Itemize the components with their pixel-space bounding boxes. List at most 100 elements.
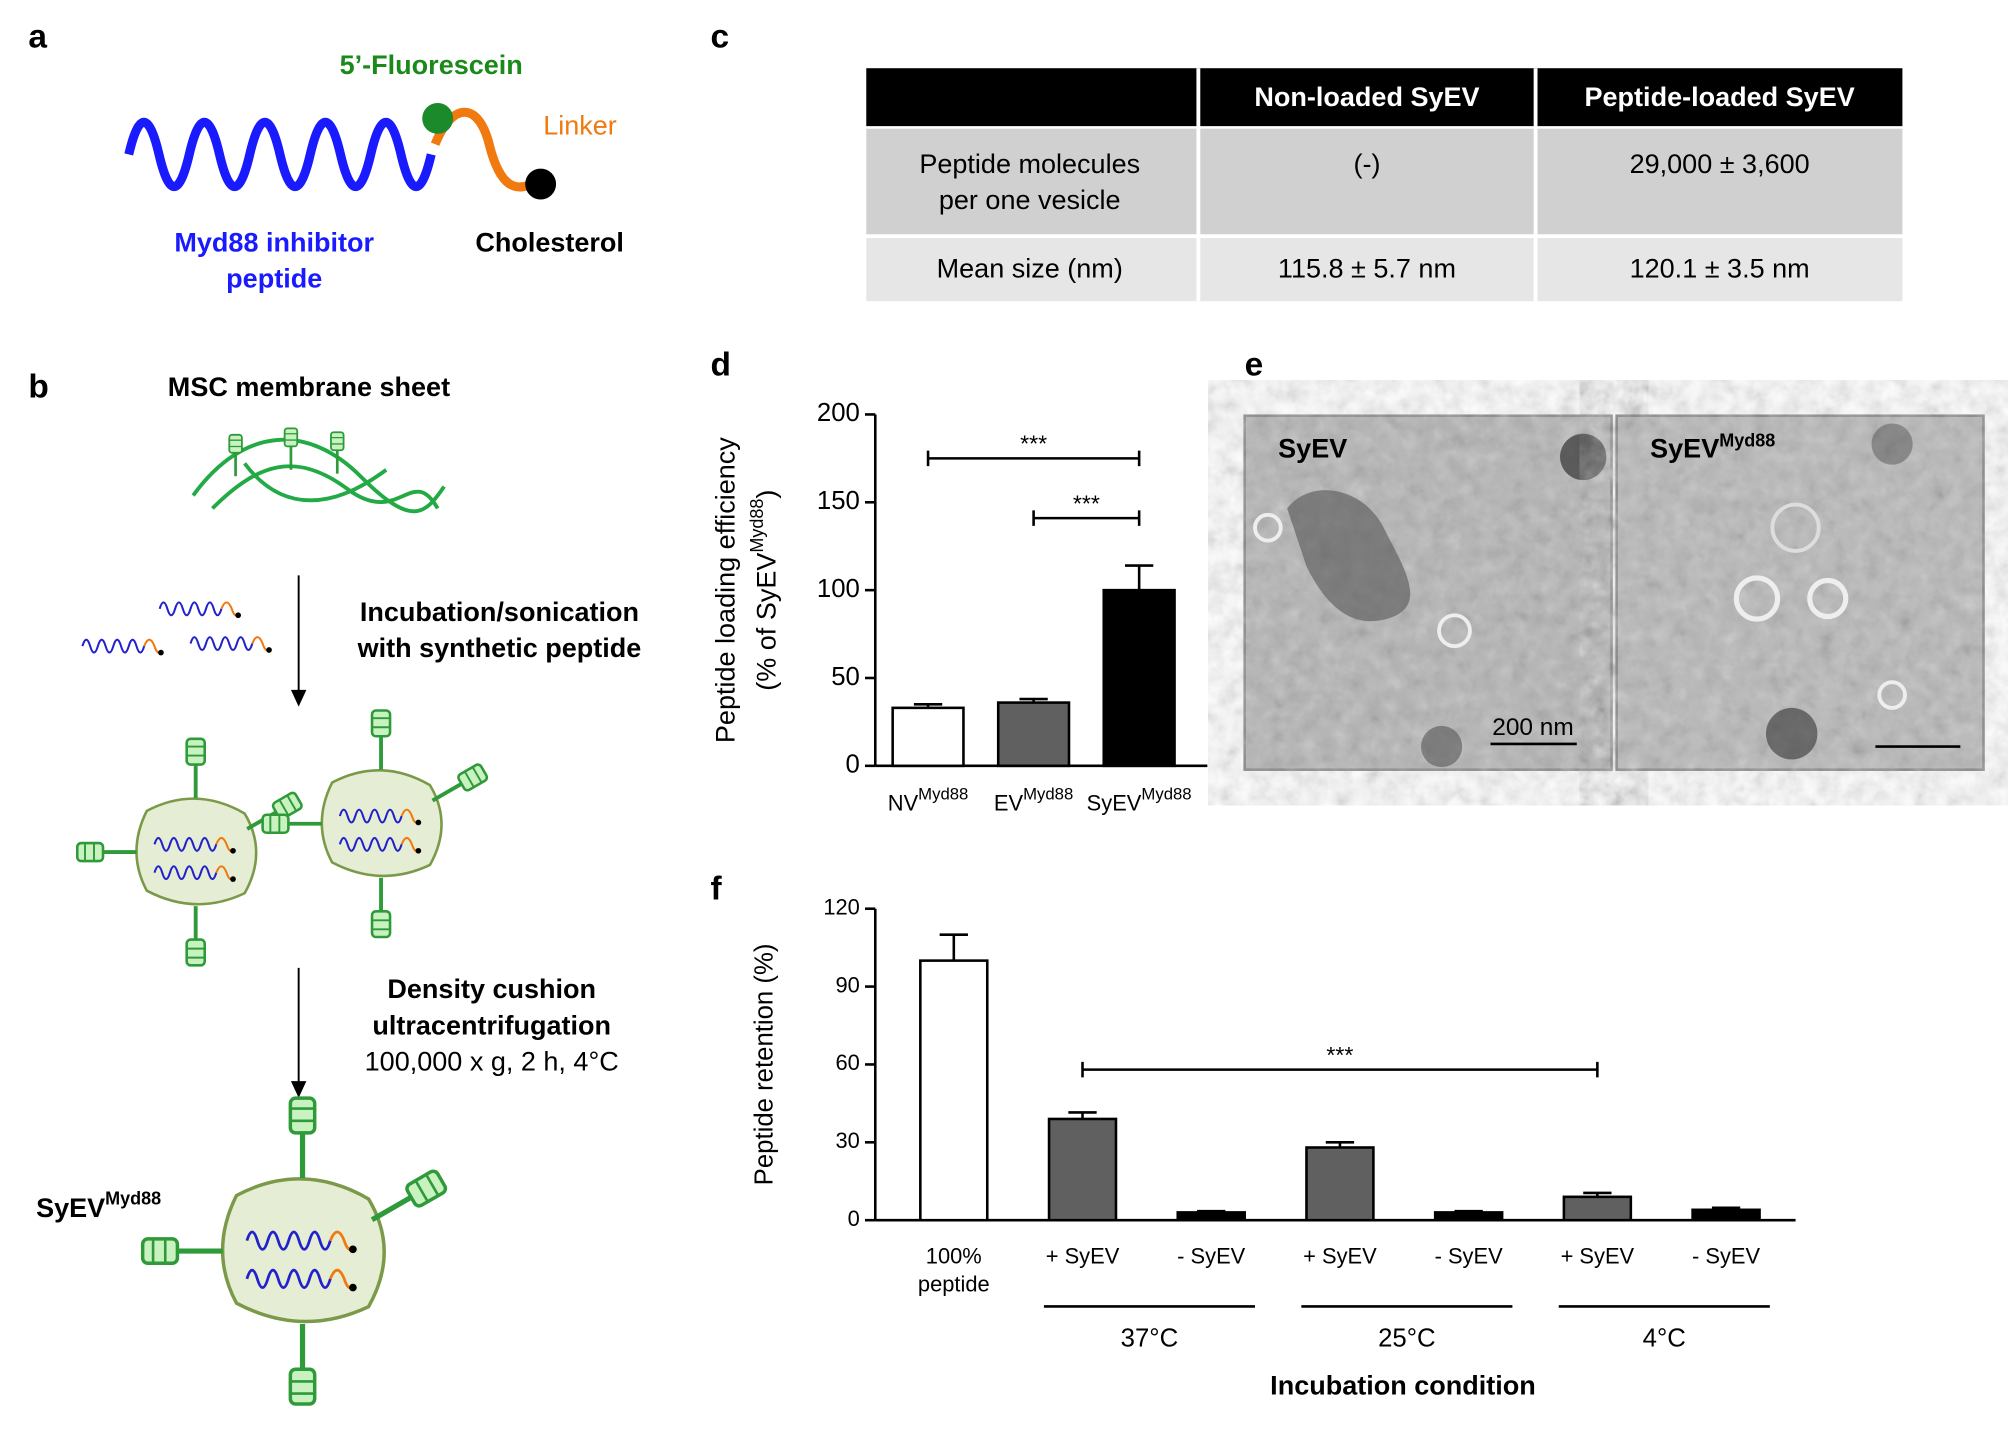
vesicles bbox=[77, 710, 488, 965]
panel-label: c bbox=[711, 18, 730, 55]
micrograph bbox=[1243, 414, 1613, 771]
panel-label: a bbox=[28, 18, 47, 55]
product-base: SyEV bbox=[36, 1193, 105, 1223]
bar bbox=[1433, 1211, 1504, 1222]
y-tick-label: 150 bbox=[817, 487, 860, 515]
product-label: SyEVMyd88 bbox=[36, 1188, 161, 1223]
step-label: ultracentrifugation bbox=[372, 1010, 611, 1040]
arrowhead bbox=[290, 1081, 307, 1098]
table-cell: 29,000 ± 3,600 bbox=[1630, 149, 1810, 179]
table-cell: Mean size (nm) bbox=[937, 253, 1123, 283]
table-cell: (-) bbox=[1353, 149, 1380, 179]
table-divider bbox=[1196, 68, 1538, 302]
table-cell: 115.8 ± 5.7 nm bbox=[1278, 253, 1456, 283]
group-label: 25°C bbox=[1378, 1325, 1436, 1353]
panel-label: e bbox=[1245, 347, 1264, 384]
micrograph bbox=[1615, 414, 1985, 771]
y-tick-label: 100 bbox=[817, 575, 860, 603]
y-tick-label: 90 bbox=[835, 972, 859, 997]
significance-label: *** bbox=[1326, 1042, 1353, 1068]
y-tick-label: 0 bbox=[848, 1206, 860, 1231]
image-label: SyEV bbox=[1278, 434, 1347, 464]
free-peptides bbox=[81, 601, 273, 657]
x-tick-label: + SyEV bbox=[1561, 1243, 1635, 1268]
x-tick-label: SyEVMyd88 bbox=[1087, 785, 1192, 815]
x-tick-label: EVMyd88 bbox=[994, 785, 1073, 815]
y-label-part: (% of SyEV bbox=[752, 553, 782, 691]
table-row bbox=[866, 238, 1903, 302]
step-label: 100,000 x g, 2 h, 4°C bbox=[365, 1046, 619, 1076]
peptide-label: Myd88 inhibitor bbox=[174, 228, 374, 258]
x-tick-label: NVMyd88 bbox=[888, 785, 969, 815]
cholesterol-dot bbox=[525, 168, 557, 200]
linker-label: Linker bbox=[543, 111, 617, 141]
y-axis-label: (% of SyEVMyd88) bbox=[747, 490, 782, 691]
y-axis-label: Peptide retention (%) bbox=[751, 944, 779, 1186]
step-label: Incubation/sonication bbox=[360, 597, 639, 627]
bar bbox=[1047, 1117, 1118, 1222]
panel-label: f bbox=[711, 871, 723, 908]
panel-label: b bbox=[28, 369, 48, 406]
x-tick-sup: Myd88 bbox=[1141, 785, 1191, 804]
scale-label: 200 nm bbox=[1492, 714, 1574, 741]
x-axis-label: Incubation condition bbox=[1270, 1371, 1536, 1401]
significance-bracket bbox=[1081, 1061, 1599, 1078]
y-tick-label: 50 bbox=[831, 663, 860, 691]
image-label-sup: Myd88 bbox=[1719, 430, 1775, 450]
fluorescein-label: 5’-Fluorescein bbox=[340, 50, 523, 80]
bar bbox=[1691, 1208, 1761, 1222]
table-cell: per one vesicle bbox=[939, 185, 1121, 215]
cholesterol-label: Cholesterol bbox=[475, 228, 624, 258]
significance-label: *** bbox=[1073, 490, 1100, 516]
image-label: SyEVMyd88 bbox=[1650, 430, 1775, 463]
table-header-cell: Non-loaded SyEV bbox=[1254, 82, 1479, 112]
x-tick-base: SyEV bbox=[1087, 790, 1142, 815]
x-tick-base: EV bbox=[994, 790, 1024, 815]
fluorescein-dot bbox=[422, 102, 454, 134]
panel-label: d bbox=[711, 347, 731, 384]
y-tick-label: 120 bbox=[823, 894, 860, 919]
table-cell: 120.1 ± 3.5 nm bbox=[1630, 253, 1810, 283]
y-label-sup: Myd88 bbox=[747, 499, 767, 553]
table-row bbox=[866, 128, 1903, 235]
bar bbox=[1102, 588, 1176, 768]
group-label: 37°C bbox=[1121, 1325, 1179, 1353]
step-label: Density cushion bbox=[387, 974, 596, 1004]
peptide-label: peptide bbox=[226, 264, 322, 294]
x-tick-label: - SyEV bbox=[1435, 1243, 1503, 1268]
y-tick-label: 200 bbox=[817, 399, 860, 427]
significance-bracket bbox=[1032, 510, 1141, 526]
bar bbox=[1305, 1146, 1375, 1222]
y-tick-label: 60 bbox=[835, 1050, 859, 1075]
step-label: with synthetic peptide bbox=[357, 633, 642, 663]
y-label-part: ) bbox=[752, 490, 782, 499]
table-header-cell: Peptide-loaded SyEV bbox=[1585, 82, 1855, 112]
significance-label: *** bbox=[1020, 431, 1047, 457]
image-label-base: SyEV bbox=[1650, 434, 1719, 464]
x-tick-label: - SyEV bbox=[1177, 1243, 1245, 1268]
bar bbox=[1176, 1211, 1246, 1222]
bar bbox=[996, 701, 1071, 768]
y-tick-label: 0 bbox=[846, 751, 860, 779]
x-tick-base: NV bbox=[888, 790, 919, 815]
bar bbox=[919, 959, 989, 1222]
bar bbox=[891, 706, 965, 768]
x-tick-label: 100% bbox=[926, 1243, 982, 1268]
x-tick-label: - SyEV bbox=[1692, 1243, 1760, 1268]
peptide-wave bbox=[124, 117, 436, 192]
product-sup: Myd88 bbox=[105, 1188, 161, 1208]
significance-bracket bbox=[926, 450, 1141, 467]
sheet-label: MSC membrane sheet bbox=[168, 372, 450, 402]
x-tick-sup: Myd88 bbox=[918, 785, 968, 804]
group-label: 4°C bbox=[1643, 1325, 1686, 1353]
x-tick-label: peptide bbox=[918, 1272, 990, 1297]
table-header bbox=[866, 68, 1903, 127]
x-tick-label: + SyEV bbox=[1046, 1243, 1120, 1268]
table-cell: Peptide molecules bbox=[919, 149, 1140, 179]
x-tick-sup: Myd88 bbox=[1023, 785, 1073, 804]
arrowhead bbox=[290, 689, 307, 707]
x-tick-label: + SyEV bbox=[1303, 1243, 1377, 1268]
syev-vesicle bbox=[143, 1098, 448, 1404]
